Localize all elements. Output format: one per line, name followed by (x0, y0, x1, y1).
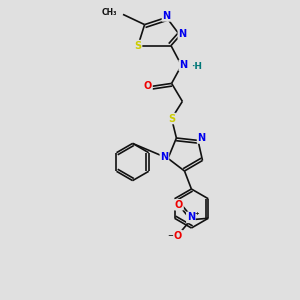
Text: −: − (167, 233, 173, 239)
Text: CH₃: CH₃ (102, 8, 118, 17)
Text: S: S (168, 113, 175, 124)
Text: N: N (179, 60, 188, 70)
Text: O: O (174, 231, 182, 241)
Text: S: S (134, 40, 142, 51)
Text: O: O (144, 81, 152, 91)
Text: O: O (175, 200, 183, 210)
Text: ·H: ·H (191, 62, 202, 71)
Text: N: N (187, 212, 195, 222)
Text: N: N (160, 152, 169, 162)
Text: N: N (162, 11, 171, 21)
Text: N: N (197, 133, 206, 143)
Text: N: N (178, 29, 187, 39)
Text: +: + (194, 211, 199, 216)
